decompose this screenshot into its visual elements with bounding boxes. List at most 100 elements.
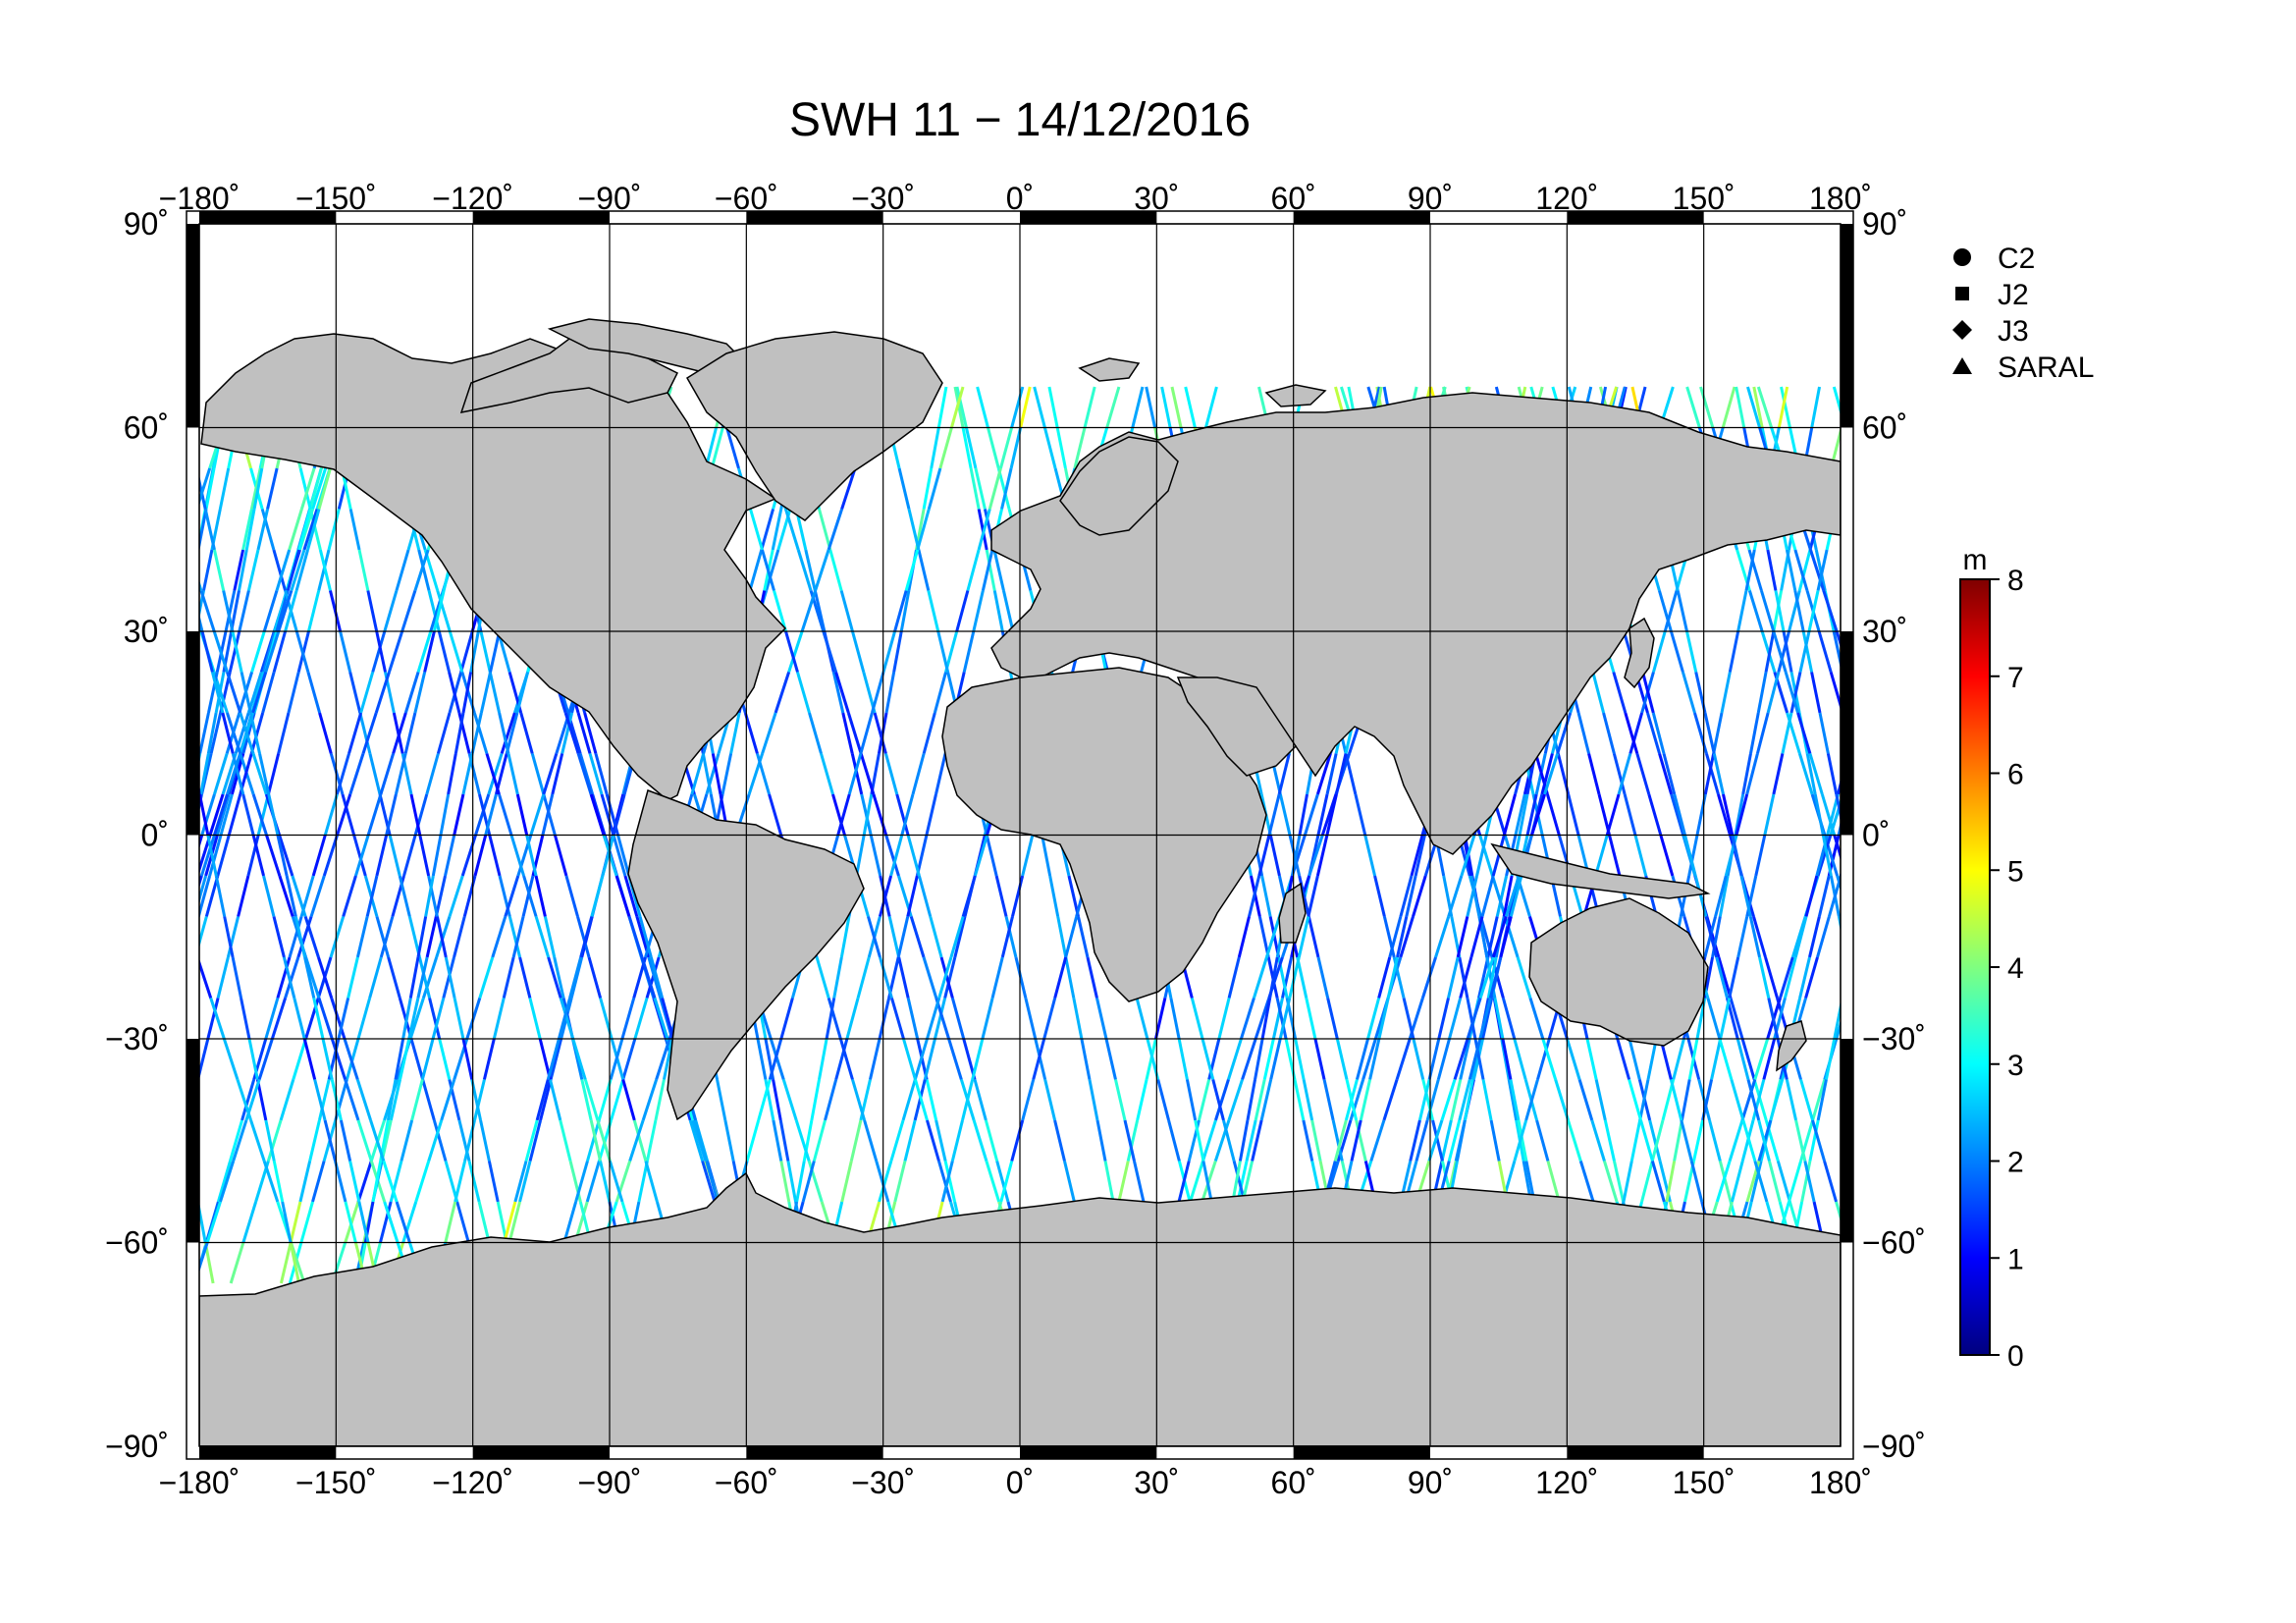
track-segment [1996, 387, 2003, 428]
track-segment [1818, 712, 1830, 754]
track-segment [907, 509, 921, 551]
track-segment [172, 917, 185, 958]
track-segment [926, 1119, 940, 1162]
track-segment [2068, 836, 2080, 877]
track-segment [8, 754, 17, 795]
track-segment [786, 1161, 798, 1203]
lat-label-right: −90˚ [1862, 1429, 1926, 1464]
track-segment [875, 1161, 890, 1203]
track-segment [423, 630, 436, 673]
track-segment [2151, 1120, 2163, 1162]
track-segment [498, 712, 510, 754]
track-segment [614, 875, 631, 917]
track-segment [519, 712, 534, 754]
track-segment [343, 1038, 359, 1080]
track-segment [796, 549, 813, 591]
track-segment [199, 590, 216, 632]
track-segment [1808, 1119, 1820, 1162]
track-segment [312, 998, 325, 1040]
track-segment [166, 876, 175, 917]
track-segment [82, 387, 94, 428]
track-segment [831, 672, 845, 714]
track-segment [80, 1120, 87, 1162]
track-segment [1507, 1079, 1519, 1121]
track-segment [2103, 917, 2112, 958]
track-segment [2092, 917, 2104, 958]
track-segment [1502, 793, 1517, 836]
land-arctic-archipelago [459, 338, 679, 413]
track-segment [365, 875, 379, 917]
track-segment [159, 957, 172, 999]
track-segment [2074, 1243, 2086, 1284]
track-segment [187, 428, 196, 469]
track-segment [168, 1162, 178, 1203]
track-segment [409, 1038, 425, 1080]
track-segment [934, 753, 947, 795]
track-segment [557, 998, 571, 1040]
track-segment [356, 1161, 373, 1203]
track-segment [655, 1038, 671, 1080]
track-segment [1201, 1161, 1213, 1203]
track-segment [1227, 1079, 1244, 1121]
track-segment [914, 1079, 929, 1121]
track-segment [401, 998, 412, 1040]
track-segment [418, 956, 432, 999]
track-segment [850, 753, 864, 795]
track-segment [616, 835, 631, 877]
legend-label-c2: C2 [1998, 243, 2035, 275]
track-segment [1804, 956, 1819, 999]
track-segment [1259, 1079, 1273, 1121]
track-segment [1010, 1119, 1025, 1162]
track-segment [472, 712, 489, 754]
track-segment [1872, 876, 1884, 917]
track-segment [1366, 998, 1381, 1040]
track-segment [199, 613, 204, 632]
track-segment [933, 672, 947, 714]
track-segment [237, 875, 250, 917]
track-segment [2119, 917, 2127, 958]
track-segment [173, 428, 182, 469]
legend-triangle-icon [1952, 357, 1972, 374]
track-segment [1269, 1038, 1282, 1080]
track-segment [71, 754, 79, 795]
track-segment [1706, 998, 1722, 1040]
track-segment [1412, 1038, 1425, 1080]
track-segment [158, 713, 166, 754]
track-segment [255, 1079, 268, 1121]
track-segment [302, 1038, 317, 1080]
track-segment [440, 1079, 456, 1121]
track-segment [838, 1038, 854, 1080]
track-segment [906, 998, 920, 1040]
track-segment [249, 1119, 266, 1162]
track-segment [1939, 1120, 1948, 1162]
track-segment [2136, 1202, 2149, 1243]
track-segment [1434, 916, 1451, 958]
track-segment [1019, 386, 1032, 428]
track-segment [879, 956, 893, 999]
track-segment [139, 1080, 147, 1121]
track-segment [539, 1079, 553, 1121]
track-segment [1902, 1120, 1910, 1162]
track-segment [1466, 875, 1478, 917]
track-segment [150, 754, 158, 795]
track-segment [162, 468, 175, 510]
track-segment [1502, 875, 1514, 917]
track-segment [204, 875, 220, 917]
track-segment [256, 509, 270, 551]
track-segment [199, 916, 200, 920]
track-segment [323, 793, 339, 836]
track-segment [904, 549, 920, 591]
track-segment [1817, 630, 1833, 673]
track-segment [2074, 794, 2084, 836]
track-segment [2027, 387, 2036, 428]
track-segment [156, 510, 165, 551]
track-segment [5, 1080, 13, 1121]
lon-label-bottom: −30˚ [851, 1465, 915, 1500]
track-segment [1715, 956, 1729, 999]
track-segment [25, 999, 34, 1040]
track-segment [1201, 1119, 1217, 1162]
track-segment [199, 753, 210, 795]
track-segment [2069, 591, 2078, 632]
track-segment [973, 835, 989, 877]
track-segment [368, 956, 383, 999]
